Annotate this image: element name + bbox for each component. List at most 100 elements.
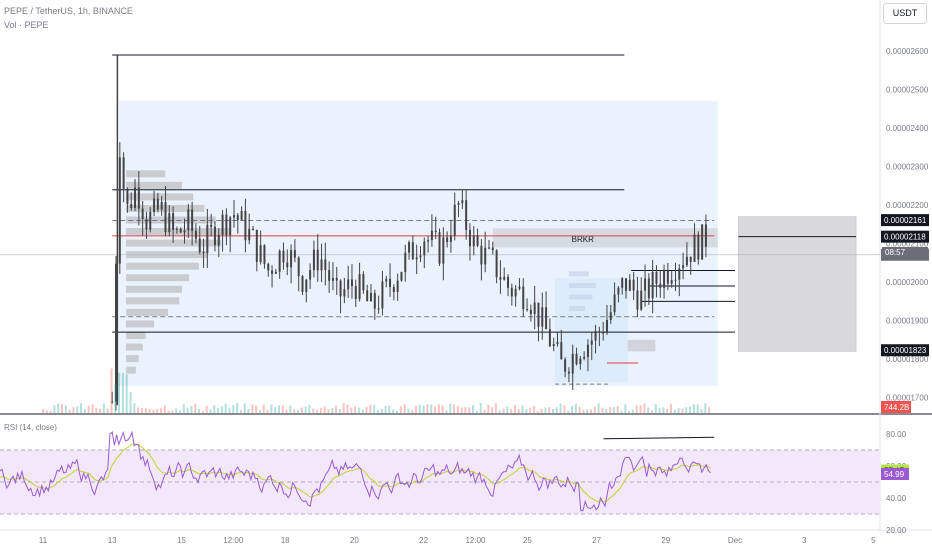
volume-bar	[64, 405, 67, 413]
volume-bar	[559, 403, 562, 413]
volume-profile-bar	[126, 193, 194, 201]
volume-bar	[521, 405, 524, 413]
candle-body	[476, 235, 479, 246]
volume-bar	[327, 409, 330, 413]
volume-bar	[277, 405, 280, 413]
volume-bar	[228, 407, 231, 413]
rsi-tick-label: 80.00	[886, 430, 907, 439]
volume-label-box	[881, 401, 911, 413]
candle-body	[632, 279, 635, 291]
candle-body	[232, 215, 235, 218]
volume-bar	[281, 405, 284, 413]
price-label-box	[881, 230, 929, 243]
volume-profile-bar	[126, 320, 155, 328]
candle-body	[449, 235, 452, 242]
candle-body	[682, 265, 685, 269]
volume-bar	[411, 409, 414, 413]
volume-bar	[331, 408, 334, 413]
candle-body	[659, 283, 662, 288]
candle-body	[274, 271, 277, 274]
time-tick-label: 15	[177, 536, 186, 545]
volume-profile-bar	[126, 366, 136, 374]
candle-body	[701, 224, 704, 260]
candle-body	[625, 278, 628, 291]
volume-bar	[346, 404, 349, 413]
volume-bar	[578, 406, 581, 413]
volume-bar	[262, 404, 265, 413]
volume-bar	[121, 372, 124, 413]
volume-bar	[323, 406, 326, 413]
volume-bar	[239, 410, 242, 413]
candle-body	[370, 292, 373, 302]
volume-bar	[506, 406, 509, 413]
volume-profile-bar	[126, 308, 169, 316]
volume-bar	[631, 409, 634, 413]
candle-body	[472, 235, 475, 247]
time-tick-label: 25	[523, 536, 532, 545]
candle-body	[126, 188, 129, 205]
candle-body	[575, 353, 578, 365]
candle-body	[175, 228, 178, 230]
volume-bar	[624, 404, 627, 413]
candle-body	[183, 230, 186, 233]
price-tick-label: 0.00001700	[886, 394, 929, 403]
candle-body	[670, 280, 673, 284]
candle-body	[423, 241, 426, 256]
volume-bar	[148, 409, 151, 413]
candle-body	[385, 278, 388, 282]
candle-body	[545, 307, 548, 330]
candle-body	[263, 245, 266, 264]
volume-profile-bar	[126, 355, 139, 363]
time-tick-label: Dec	[728, 536, 742, 545]
volume-bar	[217, 408, 220, 413]
price-tick-label: 0.00002100	[886, 240, 929, 249]
volume-bar	[650, 410, 653, 413]
volume-bar	[494, 403, 497, 413]
target-box	[738, 216, 857, 352]
volume-bar	[677, 408, 680, 413]
candle-body	[446, 237, 449, 242]
volume-bar	[669, 403, 672, 413]
candle-body	[168, 213, 171, 233]
currency-selector[interactable]: USDT	[883, 3, 927, 24]
volume-bar	[422, 405, 425, 413]
volume-profile-bar	[126, 262, 199, 270]
candle-body	[202, 252, 205, 254]
price-label-box	[881, 344, 929, 357]
volume-bar	[80, 403, 83, 413]
volume-bar	[198, 409, 201, 413]
candle-body	[350, 279, 353, 287]
candle-body	[457, 203, 460, 205]
volume-bar	[399, 406, 402, 413]
time-tick-label: 3	[802, 536, 807, 545]
candle-body	[381, 281, 384, 309]
candle-body	[628, 279, 631, 291]
candle-body	[229, 217, 232, 236]
candle-body	[484, 247, 487, 265]
candle-body	[408, 242, 411, 253]
candle-body	[316, 249, 319, 271]
candle-body	[358, 274, 361, 299]
volume-bar	[517, 409, 520, 413]
candle-body	[267, 263, 270, 271]
volume-bar	[159, 408, 162, 413]
volume-bar	[685, 407, 688, 413]
candle-body	[685, 256, 688, 266]
rsi-trendline	[603, 436, 715, 440]
candle-body	[697, 234, 700, 260]
volume-profile-bar	[126, 170, 166, 178]
price-tick-label: 0.00002500	[886, 86, 929, 95]
rsi-tick-label: 40.00	[886, 494, 907, 503]
candle-body	[400, 272, 403, 281]
price-tick-label: 0.00002300	[886, 163, 929, 172]
price-label-text: 0.00001823	[884, 346, 927, 355]
volume-profile-bar	[126, 297, 180, 305]
candle-body	[145, 219, 148, 230]
candle-body	[579, 358, 582, 365]
candle-body	[134, 187, 137, 208]
volume-bar	[133, 403, 136, 413]
volume-bar	[373, 404, 376, 413]
volume-bar	[144, 408, 147, 413]
volume-bar	[384, 405, 387, 413]
